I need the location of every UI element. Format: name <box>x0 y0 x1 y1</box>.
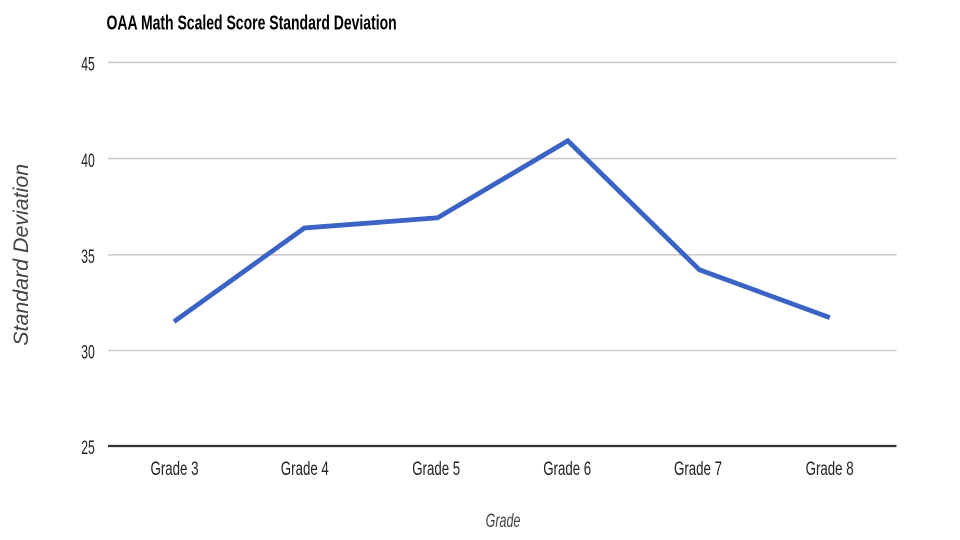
svg-text:25: 25 <box>81 439 95 459</box>
svg-text:Grade 5: Grade 5 <box>412 459 460 480</box>
svg-text:Grade 6: Grade 6 <box>543 459 591 480</box>
svg-text:OAA Math Scaled Score Standard: OAA Math Scaled Score Standard Deviation <box>107 11 397 34</box>
svg-text:35: 35 <box>81 248 95 268</box>
svg-text:Standard Deviation: Standard Deviation <box>9 164 33 346</box>
svg-text:Grade 4: Grade 4 <box>281 459 329 480</box>
svg-text:30: 30 <box>81 343 95 363</box>
svg-text:Grade: Grade <box>486 510 521 531</box>
svg-text:Grade 7: Grade 7 <box>674 459 722 480</box>
svg-text:40: 40 <box>81 151 95 171</box>
svg-text:Grade 8: Grade 8 <box>806 459 854 480</box>
svg-text:45: 45 <box>81 55 95 75</box>
svg-text:Grade 3: Grade 3 <box>151 459 199 480</box>
